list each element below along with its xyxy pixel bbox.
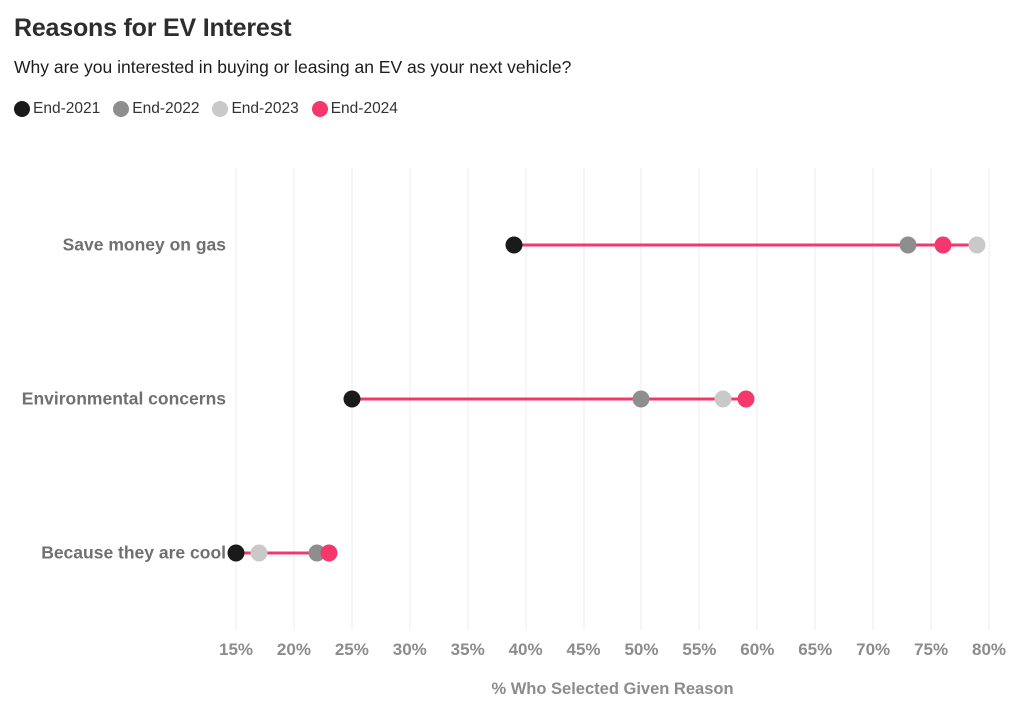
x-tick-label: 80% <box>971 640 1007 659</box>
data-point-end-2022 <box>899 236 917 254</box>
category-label: Environmental concerns <box>21 388 226 409</box>
dumbbell-connector <box>351 397 746 401</box>
legend-item-end-2023: End-2023 <box>212 100 299 118</box>
x-tick-label: 70% <box>856 640 891 659</box>
data-point-end-2024 <box>934 236 952 254</box>
category-label: Save money on gas <box>62 234 226 255</box>
x-tick-label: 20% <box>276 640 311 659</box>
x-tick-label: 75% <box>914 640 949 659</box>
data-point-end-2021 <box>343 390 361 408</box>
data-point-end-2024 <box>737 390 755 408</box>
chart-subtitle: Why are you interested in buying or leas… <box>14 57 572 77</box>
x-tick-label: 50% <box>624 640 659 659</box>
gridline <box>988 168 990 630</box>
legend-item-end-2022: End-2022 <box>113 100 199 118</box>
x-tick-label: 15% <box>218 640 254 659</box>
gridline <box>235 168 237 630</box>
data-point-end-2022 <box>632 390 650 408</box>
x-tick-label: 60% <box>740 640 775 659</box>
legend: End-2021 End-2022 End-2023 End-2024 <box>14 100 398 118</box>
chart-title: Reasons for EV Interest <box>14 14 292 42</box>
dumbbell-connector <box>514 243 978 247</box>
legend-swatch-icon <box>113 101 130 117</box>
x-axis-label: % Who Selected Given Reason <box>491 680 734 698</box>
gridline <box>756 168 758 630</box>
legend-label: End-2024 <box>330 100 398 117</box>
x-tick-label: 65% <box>798 640 833 659</box>
data-point-end-2023 <box>250 544 268 562</box>
data-point-end-2023 <box>968 236 986 254</box>
x-tick-label: 55% <box>682 640 717 659</box>
x-tick-label: 25% <box>334 640 369 659</box>
legend-swatch-icon <box>311 101 328 117</box>
gridline <box>814 168 816 630</box>
legend-label: End-2021 <box>33 100 101 117</box>
legend-label: End-2022 <box>132 100 200 117</box>
gridline <box>872 168 874 630</box>
legend-swatch-icon <box>212 101 229 117</box>
data-point-end-2023 <box>714 390 732 408</box>
legend-item-end-2024: End-2024 <box>311 100 398 118</box>
data-point-end-2021 <box>227 544 245 562</box>
category-label: Because they are cool <box>41 542 226 563</box>
legend-label: End-2023 <box>231 100 299 117</box>
x-tick-label: 30% <box>392 640 427 659</box>
plot-area: 15% 20% 25% 30% 35% 40% 45% 50% 55% 60% 65% 70% 75% 8… <box>22 168 1006 659</box>
legend-swatch-icon <box>14 101 30 117</box>
dumbbell-connector <box>236 551 329 555</box>
gridline <box>930 168 932 630</box>
data-point-end-2024 <box>320 544 338 562</box>
data-point-end-2021 <box>505 236 523 254</box>
legend-item-end-2021: End-2021 <box>14 100 100 118</box>
x-tick-label: 35% <box>450 640 485 659</box>
x-tick-label: 45% <box>566 640 601 659</box>
x-tick-label: 40% <box>508 640 543 659</box>
gridline <box>293 168 295 630</box>
